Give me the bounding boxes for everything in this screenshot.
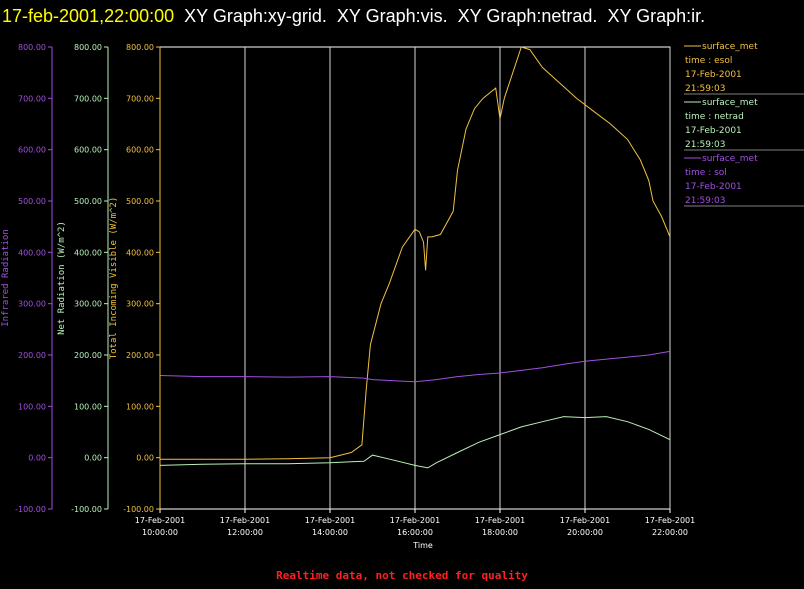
tick-label-ir: 0.00 [28, 454, 46, 463]
tick-label-vis: 100.00 [126, 402, 154, 411]
x-tick-time: 18:00:00 [482, 528, 518, 537]
legend-source: surface_met [702, 42, 758, 52]
legend-time: 21:59:03 [685, 196, 725, 206]
series-line-netrad [160, 416, 670, 469]
tick-label-netrad: 300.00 [74, 300, 102, 309]
tick-label-ir: 800.00 [18, 43, 46, 52]
x-tick-date: 17-Feb-2001 [220, 516, 270, 525]
title-datetime: 17-feb-2001,22:00:00 [2, 6, 175, 26]
graph-title: 17-feb-2001,22:00:00 XY Graph:xy-grid. X… [2, 3, 705, 29]
series-line-ir [160, 350, 670, 383]
legend-variable: time : netrad [685, 112, 744, 122]
tick-label-netrad: 200.00 [74, 351, 102, 360]
tick-label-ir: 200.00 [18, 351, 46, 360]
series-line-vis [160, 47, 670, 460]
x-tick-time: 22:00:00 [652, 528, 688, 537]
tick-label-ir: -100.00 [15, 505, 46, 514]
axis-label-netrad: Net Radiation (W/m^2) [57, 221, 67, 335]
tick-label-ir: 400.00 [18, 248, 46, 257]
tick-label-vis: 500.00 [126, 197, 154, 206]
quality-warning: Realtime data, not checked for quality [276, 569, 528, 582]
legend-date: 17-Feb-2001 [685, 182, 742, 192]
x-tick-date: 17-Feb-2001 [305, 516, 355, 525]
legend-date: 17-Feb-2001 [685, 126, 742, 136]
tick-label-ir: 300.00 [18, 300, 46, 309]
grid-lines [244, 47, 671, 509]
x-axis-label: Time [412, 541, 433, 550]
title-graph-netrad: XY Graph:netrad. [457, 6, 598, 26]
tick-label-ir: 500.00 [18, 197, 46, 206]
x-tick-time: 10:00:00 [142, 528, 178, 537]
tick-label-netrad: 500.00 [74, 197, 102, 206]
x-tick-date: 17-Feb-2001 [560, 516, 610, 525]
tick-label-vis: 400.00 [126, 248, 154, 257]
tick-label-vis: -100.00 [123, 505, 154, 514]
tick-label-vis: 800.00 [126, 43, 154, 52]
x-tick-time: 20:00:00 [567, 528, 603, 537]
tick-label-netrad: -100.00 [71, 505, 102, 514]
tick-label-netrad: 800.00 [74, 43, 102, 52]
tick-label-vis: 200.00 [126, 351, 154, 360]
tick-label-vis: 600.00 [126, 146, 154, 155]
x-tick-time: 16:00:00 [397, 528, 433, 537]
tick-label-netrad: 600.00 [74, 146, 102, 155]
x-tick-time: 12:00:00 [227, 528, 263, 537]
tick-label-vis: 300.00 [126, 300, 154, 309]
legend-source: surface_met [702, 98, 758, 108]
x-tick-date: 17-Feb-2001 [135, 516, 185, 525]
axis-label-ir: Infrared Radiation [1, 229, 11, 327]
title-graph-xy-grid: XY Graph:xy-grid. [184, 6, 327, 26]
legend-variable: time : esol [685, 56, 732, 66]
series-lines [160, 47, 670, 469]
x-tick-time: 14:00:00 [312, 528, 348, 537]
tick-label-ir: 600.00 [18, 146, 46, 155]
legend-date: 17-Feb-2001 [685, 70, 742, 80]
tick-label-vis: 0.00 [136, 454, 154, 463]
x-tick-date: 17-Feb-2001 [475, 516, 525, 525]
tick-label-vis: 700.00 [126, 94, 154, 103]
legend-variable: time : sol [685, 168, 727, 178]
y-axes: -100.00 0.00 100.00 200.00 300.00 400.00 500.0… [1, 43, 161, 514]
legend-time: 21:59:03 [685, 84, 725, 94]
tick-label-netrad: 400.00 [74, 248, 102, 257]
title-graph-ir: XY Graph:ir. [607, 6, 706, 26]
legend-source: surface_met [702, 154, 758, 164]
x-axis: 17-Feb-2001 10:00:00 17-Feb-2001 12:00:00 17… [135, 509, 695, 550]
legend-time: 21:59:03 [685, 140, 725, 150]
title-graph-vis: XY Graph:vis. [336, 6, 448, 26]
tick-label-netrad: 700.00 [74, 94, 102, 103]
tick-label-netrad: 0.00 [84, 454, 102, 463]
tick-label-netrad: 100.00 [74, 402, 102, 411]
x-tick-date: 17-Feb-2001 [390, 516, 440, 525]
axis-label-vis: Total Incoming Visible (W/m^2) [109, 197, 119, 360]
tick-label-ir: 700.00 [18, 94, 46, 103]
tick-label-ir: 100.00 [18, 402, 46, 411]
x-tick-date: 17-Feb-2001 [645, 516, 695, 525]
